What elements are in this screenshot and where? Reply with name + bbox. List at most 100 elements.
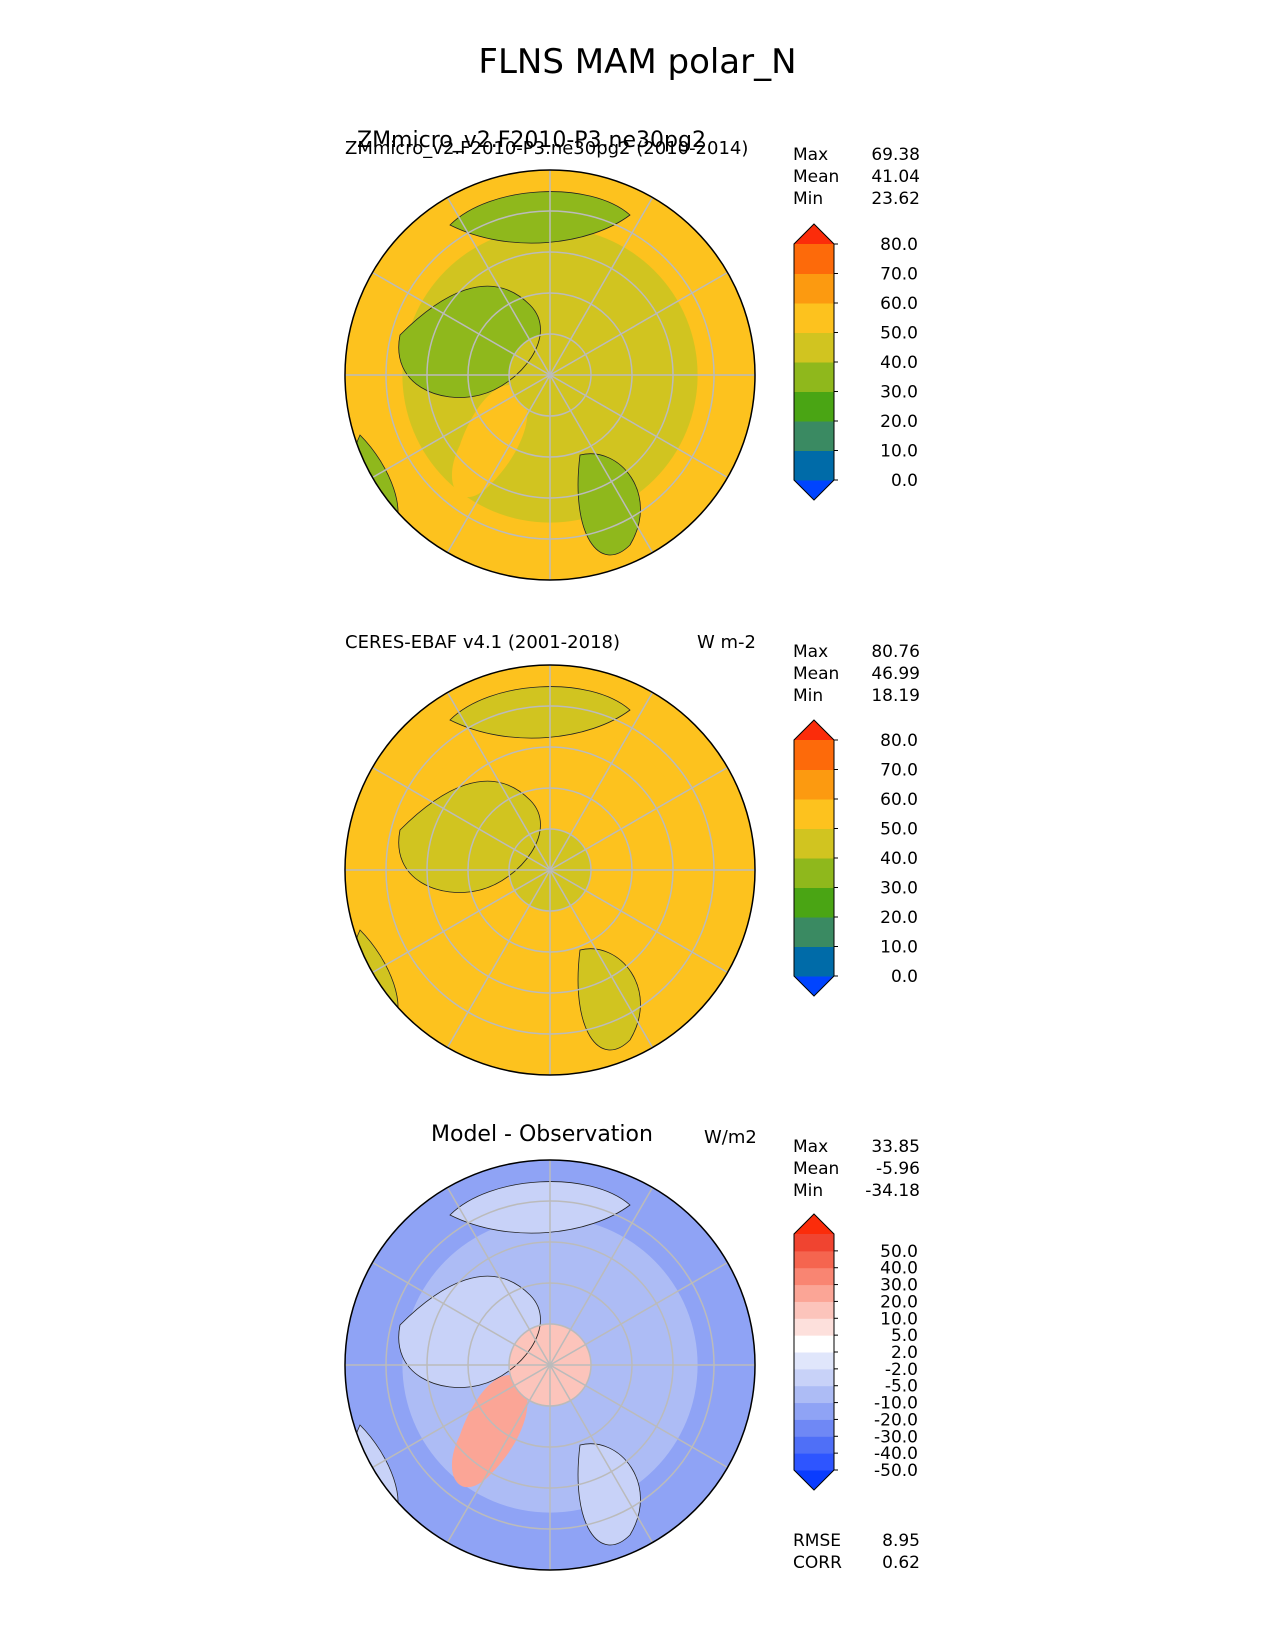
panel3-colorbar-band (794, 1318, 834, 1336)
panel3-colorbar-extend-low (794, 1470, 834, 1490)
panel1-coastline (577, 453, 641, 556)
panel2-colorbar-band (794, 799, 834, 829)
panel2-colorbar-tick-label: 0.0 (891, 967, 918, 987)
panel3-colorbar-tick-label: -30.0 (874, 1427, 918, 1447)
panel3-colorbar-band (794, 1385, 834, 1404)
panel2-meridian (372, 766, 728, 974)
panel3-min-value: -34.18 (865, 1181, 920, 1201)
panel3-colorbar-tick-label: 30.0 (880, 1276, 918, 1296)
panel3-colorbar-band (794, 1419, 834, 1437)
panel2-mean-label: Mean (793, 664, 840, 684)
panel1-land-region (398, 286, 541, 398)
panel3-colorbar-tick-label: -5.0 (885, 1377, 918, 1397)
panel2-colorbar-tick-label: 30.0 (880, 879, 918, 899)
panel1-colorbar: 0.0 10.0 20.0 30.0 40.0 50.0 60.0 70.0 80.0 (793, 223, 918, 501)
panel3-colorbar-tick-label: 2.0 (891, 1343, 918, 1363)
panel2-title-right: W m-2 (697, 632, 757, 653)
panel3-coastline (577, 1443, 641, 1546)
panel1-colorbar-tick-label: 50.0 (880, 324, 918, 344)
panel2-colorbar-tick-label: 60.0 (880, 790, 918, 810)
panel3-meridian (372, 1261, 728, 1469)
panel1-max-value: 69.38 (871, 145, 920, 165)
panel2-colorbar-tick-label: 10.0 (880, 938, 918, 958)
panel2-colorbar-band (794, 887, 834, 918)
panel1-land-region (450, 191, 630, 244)
panel2-colorbar-tick-label: 20.0 (880, 908, 918, 928)
panel2-colorbar-extend-low (794, 976, 834, 996)
panel1-colorbar-tick-label: 40.0 (880, 353, 918, 373)
panel2-colorbar-band (794, 828, 834, 859)
panel3-colorbar-band (794, 1284, 834, 1302)
panel2-colorbar-tick-label: 70.0 (880, 761, 918, 781)
panel1-mean-label: Mean (793, 167, 840, 187)
panel3-colorbar-band (794, 1402, 834, 1420)
panel3-coastline (449, 1181, 631, 1234)
panel3-rmse-value: 8.95 (882, 1531, 920, 1551)
panel2-map (344, 664, 756, 1076)
panel3-title-center: Model - Observation (431, 1122, 653, 1147)
panel2-min-value: 18.19 (871, 686, 920, 706)
panel3-colorbar-tick-label: 20.0 (880, 1292, 918, 1312)
panel1-field (345, 170, 755, 580)
panel3-land-region (450, 1181, 630, 1234)
panel3-map (344, 1159, 756, 1571)
panel1-map-border (344, 169, 756, 581)
panel3-colorbar-band (794, 1453, 834, 1471)
panel3-colorbar-band (794, 1301, 834, 1319)
panel1-min-value: 23.62 (871, 189, 920, 209)
panel1-title-left: ZMmicro_v2.F2010-P3.ne30pg2 (2010-2014) (345, 138, 749, 159)
panel3-colorbar-band (794, 1335, 834, 1353)
panel3-colorbar: -50.0-40.0-30.0-20.0-10.0-5.0-2.02.05.01… (793, 1213, 918, 1491)
panel3-colorbar-tick-label: -10.0 (874, 1394, 918, 1414)
panel1-land-region (578, 453, 641, 555)
panel2-land-region (450, 686, 630, 739)
panel3-colorbar-tick-label: 40.0 (880, 1259, 918, 1279)
panel2-coastline (577, 948, 641, 1051)
panel2-field (345, 665, 755, 1075)
panel2-land-region (398, 781, 541, 893)
panel3-colorbar-tick-label: 10.0 (880, 1309, 918, 1329)
panel1-coastline (449, 191, 631, 244)
panel3-land-region (398, 1276, 541, 1388)
panel3-colorbar-extend-high (794, 1214, 834, 1234)
panel3-coastline (398, 1275, 541, 1388)
panel2-max-label: Max (793, 642, 829, 662)
panel2-title-left: CERES-EBAF v4.1 (2001-2018) (345, 632, 621, 653)
panel2-colorbar-tick-label: 40.0 (880, 849, 918, 869)
panel3-max-label: Max (793, 1137, 829, 1157)
panel2-land-region (578, 948, 641, 1050)
panel3-colorbar-tick-label: -40.0 (874, 1444, 918, 1464)
panel1-map (344, 169, 756, 581)
panel2-colorbar-band (794, 740, 834, 770)
panel1-colorbar-band (794, 362, 834, 392)
panel3-colorbar-tick-label: -50.0 (874, 1461, 918, 1481)
panel1-colorbar-band (794, 450, 834, 481)
panel1-colorbar-tick-label: 80.0 (880, 235, 918, 255)
panel3-max-value: 33.85 (871, 1137, 920, 1157)
panel2-colorbar: 0.0 10.0 20.0 30.0 40.0 50.0 60.0 70.0 80.0 (793, 719, 918, 997)
panel3-colorbar-band (794, 1352, 834, 1370)
panel1-colorbar-tick-label: 70.0 (880, 265, 918, 285)
panel2-colorbar-tick-label: 80.0 (880, 731, 918, 751)
panel3-mean-label: Mean (793, 1159, 840, 1179)
panel2-coastline (449, 686, 631, 739)
panel3-land-region (578, 1443, 641, 1545)
panel3-colorbar-band (794, 1234, 834, 1252)
panel3-colorbar-band (794, 1250, 834, 1269)
panel2-mean-value: 46.99 (871, 664, 920, 684)
panel1-colorbar-extend-low (794, 480, 834, 500)
panel2-colorbar-band (794, 769, 834, 800)
panel1-colorbar-tick-label: 30.0 (880, 383, 918, 403)
panel3-colorbar-band (794, 1368, 834, 1387)
panel1-title-overlap: ZMmicro_v2.F2010-P3.ne30pg2 (357, 128, 706, 153)
panel3-colorbar-tick-label: -2.0 (885, 1360, 918, 1380)
panel1-colorbar-tick-label: 60.0 (880, 294, 918, 314)
panel1-colorbar-tick-label: 20.0 (880, 412, 918, 432)
panel2-colorbar-band (794, 917, 834, 947)
panel3-colorbar-tick-label: 5.0 (891, 1326, 918, 1346)
panel1-colorbar-band (794, 391, 834, 422)
panel1-mean-value: 41.04 (871, 167, 920, 187)
panel3-colorbar-band (794, 1436, 834, 1454)
panel3-colorbar-tick-label: 50.0 (880, 1242, 918, 1262)
panel3-corr-value: 0.62 (882, 1553, 920, 1573)
